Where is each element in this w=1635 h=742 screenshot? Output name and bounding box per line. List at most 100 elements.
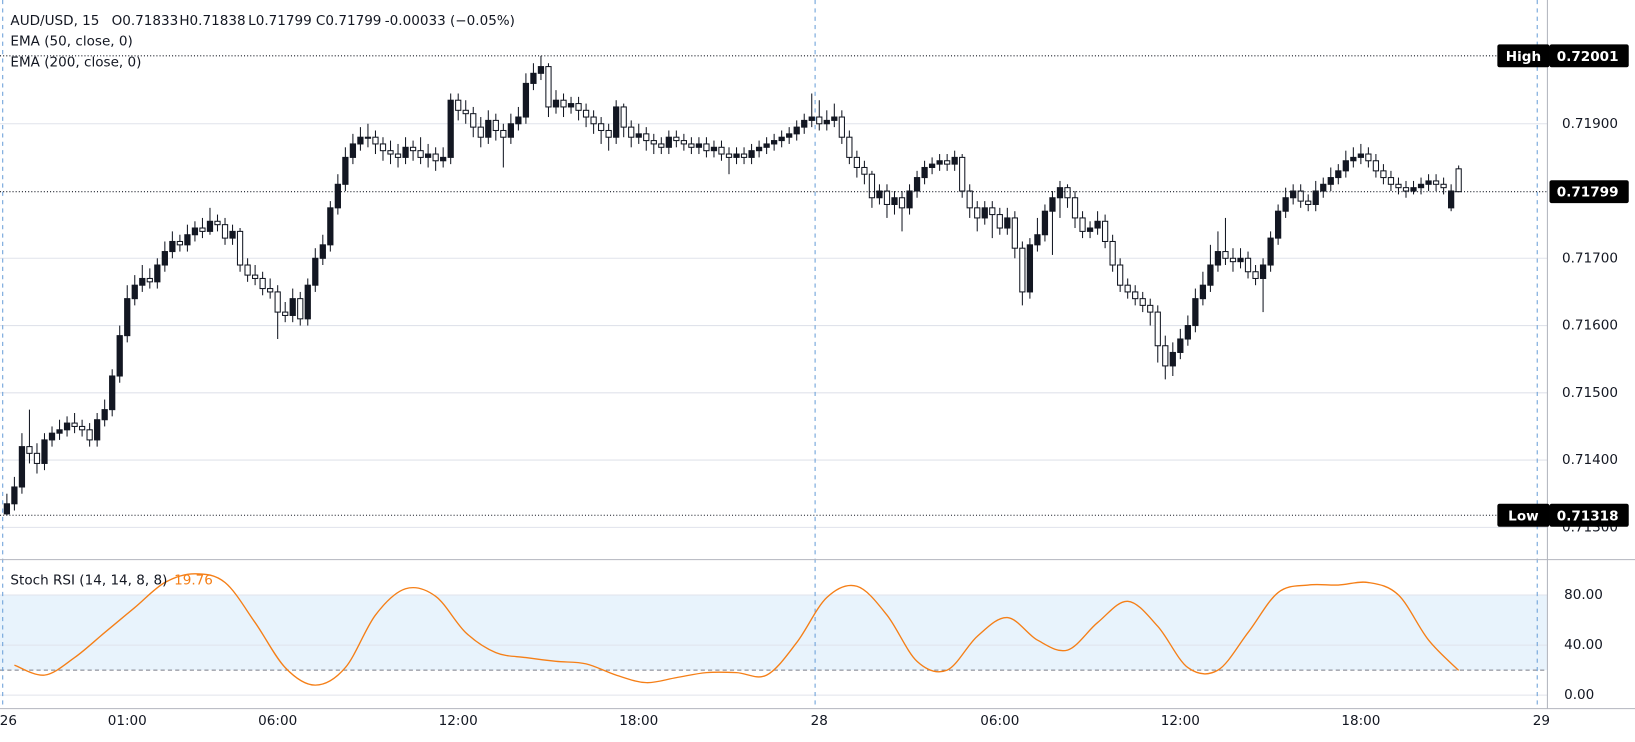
candle-body xyxy=(1380,170,1387,179)
candle-body xyxy=(462,109,469,115)
candle-body xyxy=(974,207,981,219)
candle-body xyxy=(590,116,597,125)
candle-body xyxy=(334,183,341,209)
candle-body xyxy=(1395,183,1402,189)
candle-body xyxy=(823,119,830,125)
candle-body xyxy=(1335,170,1342,179)
candle-body xyxy=(876,190,883,199)
candle-body xyxy=(846,136,853,158)
candle-body xyxy=(718,146,725,155)
candle-body xyxy=(394,153,402,158)
candle-body xyxy=(515,116,522,125)
candle-body xyxy=(898,197,906,209)
candle-body xyxy=(244,264,251,276)
candle-body xyxy=(500,129,507,138)
candle-body xyxy=(1320,183,1327,192)
candle-body xyxy=(537,66,545,74)
candle-body xyxy=(1041,210,1049,236)
indicator-label: EMA (200, close, 0) xyxy=(10,55,141,71)
candle-body xyxy=(169,240,176,253)
candle-body xyxy=(304,284,311,320)
candle-body xyxy=(1350,156,1357,162)
candle-body xyxy=(552,99,560,108)
candle-body xyxy=(673,136,680,142)
candle-body xyxy=(680,140,688,145)
candle-body xyxy=(1086,227,1094,232)
ohlc-readout: C0.71799 xyxy=(316,13,382,29)
candle-body xyxy=(274,291,281,313)
x-tick-label: 12:00 xyxy=(439,713,478,729)
candle-body xyxy=(387,150,394,155)
candle-body xyxy=(1154,311,1161,347)
candle-body xyxy=(1259,264,1267,279)
candle-body xyxy=(1365,153,1372,162)
candle-body xyxy=(1327,177,1334,185)
candle-body xyxy=(801,119,808,128)
price-tag-value: 0.72001 xyxy=(1557,49,1619,65)
candle-body xyxy=(808,116,815,121)
ohlc-readout: L0.71799 xyxy=(248,13,312,29)
candle-body xyxy=(816,116,823,125)
candle-body xyxy=(951,156,958,165)
candle-body xyxy=(477,126,484,138)
candle-body xyxy=(146,277,153,283)
candle-body xyxy=(1079,217,1086,232)
x-tick-label: 28 xyxy=(811,713,828,729)
y-tick-label: 0.71500 xyxy=(1562,385,1618,401)
candle-body xyxy=(1117,264,1124,286)
candle-body xyxy=(94,419,101,441)
candle-body xyxy=(1237,257,1244,263)
candle-body xyxy=(635,133,642,138)
candle-body xyxy=(364,136,372,139)
candle-body xyxy=(658,143,665,148)
price-tag-label: High xyxy=(1506,49,1541,65)
ohlc-readout: -0.00033 (−0.05%) xyxy=(385,13,515,29)
candle-body xyxy=(56,429,63,434)
candle-body xyxy=(688,143,695,148)
candle-body xyxy=(86,429,93,441)
candle-body xyxy=(417,150,424,158)
price-tag-value: 0.71799 xyxy=(1557,185,1619,201)
candle-body xyxy=(440,156,447,162)
candle-body xyxy=(582,109,590,118)
candle-body xyxy=(236,230,244,266)
candle-body xyxy=(778,136,785,142)
candle-body xyxy=(1026,244,1034,293)
x-tick-label: 18:00 xyxy=(1341,713,1380,729)
candle-body xyxy=(530,72,537,84)
candle-body xyxy=(1357,153,1364,158)
candle-body xyxy=(251,274,259,279)
candle-body xyxy=(176,240,184,246)
candle-body xyxy=(507,123,514,138)
x-tick-label: 18:00 xyxy=(619,713,658,729)
candle-body xyxy=(831,116,838,121)
candle-body xyxy=(567,103,575,108)
price-tag-value: 0.71318 xyxy=(1557,508,1619,524)
candle-body xyxy=(1011,217,1018,249)
x-tick-label: 26 xyxy=(0,713,17,729)
candle-body xyxy=(1305,200,1312,205)
candle-body xyxy=(3,503,11,515)
candle-body xyxy=(1402,187,1410,192)
y-tick-label: 0.00 xyxy=(1564,687,1594,703)
candle-body xyxy=(470,113,477,128)
candle-body xyxy=(891,197,898,205)
candle-body xyxy=(1387,177,1395,185)
price-tag-label-box xyxy=(1497,44,1550,68)
candle-body xyxy=(349,143,357,158)
candle-body xyxy=(703,143,710,152)
y-tick-label: 40.00 xyxy=(1564,637,1603,653)
y-tick-label: 80.00 xyxy=(1564,587,1603,603)
candle-body xyxy=(1425,180,1432,185)
candle-body xyxy=(665,136,672,148)
y-tick-label: 0.71600 xyxy=(1562,318,1618,334)
candle-body xyxy=(575,103,582,111)
candle-body xyxy=(402,146,409,158)
candle-body xyxy=(883,190,891,205)
candle-body xyxy=(1169,351,1176,367)
candle-body xyxy=(1192,298,1199,327)
candle-body xyxy=(613,106,620,138)
candle-body xyxy=(786,133,793,138)
candle-body xyxy=(63,422,71,431)
